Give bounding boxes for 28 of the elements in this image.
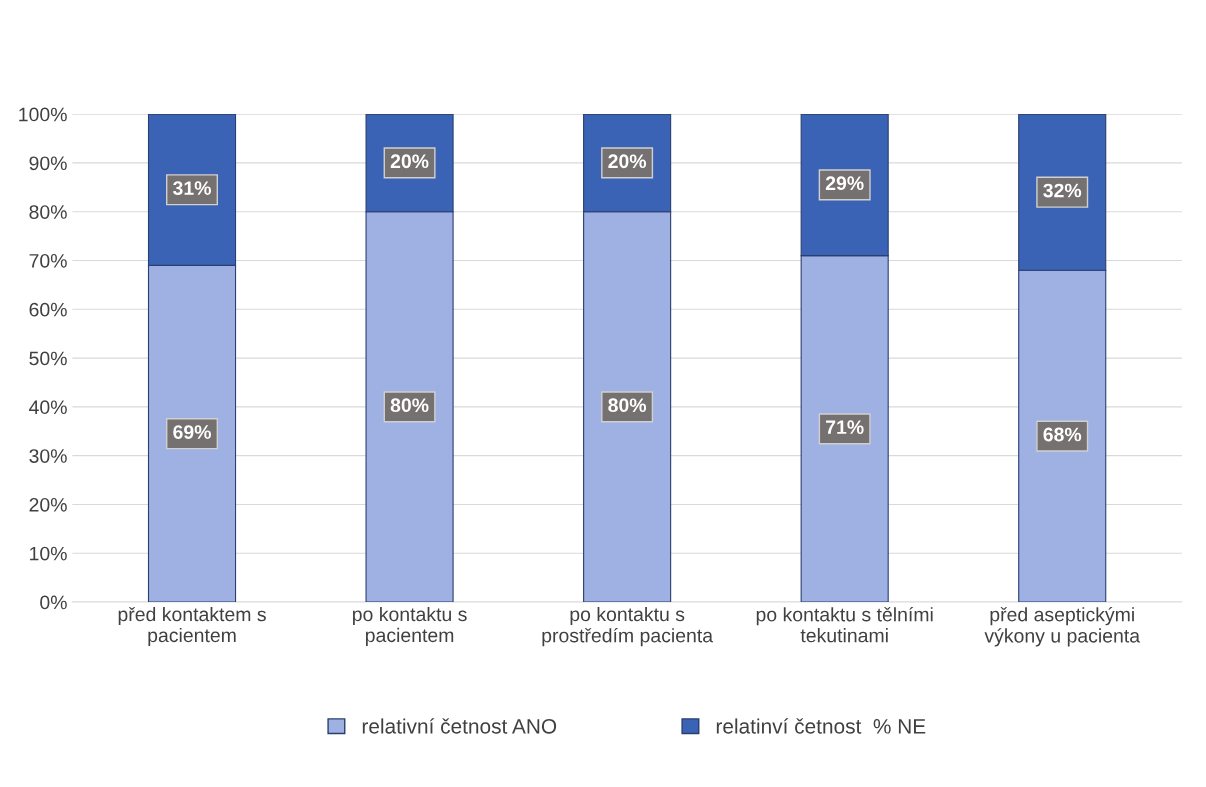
data-label: 80%: [608, 398, 647, 413]
y-tick-label: 40%: [29, 400, 67, 415]
legend-label: relativní četnost ANO: [362, 718, 557, 734]
data-label: 80%: [390, 398, 429, 413]
y-tick-label: 80%: [29, 205, 67, 219]
y-tick-label: 90%: [29, 156, 67, 171]
x-tick-label: před kontaktem s pacientem: [118, 606, 266, 647]
x-tick-label: po kontaktu s prostředím pacienta: [542, 606, 714, 647]
data-label: 68%: [1043, 427, 1082, 442]
y-tick-label: 20%: [29, 497, 67, 512]
data-label: 69%: [173, 425, 211, 439]
x-tick-label: po kontaktu s tělními tekutinami: [756, 606, 933, 643]
data-label: 20%: [390, 154, 429, 169]
x-tick-label: po kontaktu s pacientem: [353, 606, 467, 646]
legend-label: relatinví četnost % NE: [716, 718, 926, 734]
y-tick-label: 100%: [19, 107, 67, 122]
y-tick-label: 50%: [29, 351, 67, 366]
x-tick-label: před aseptickými výkony u pacienta: [984, 606, 1141, 647]
y-tick-label: 70%: [29, 253, 67, 268]
y-tick-label: 30%: [29, 449, 67, 463]
data-label: 71%: [826, 420, 864, 435]
y-tick-label: 60%: [29, 302, 67, 317]
y-tick-label: 10%: [30, 546, 67, 561]
data-label: 20%: [608, 154, 647, 169]
data-label: 29%: [825, 176, 864, 191]
data-label: 31%: [173, 181, 211, 195]
data-label: 32%: [1043, 183, 1082, 198]
y-tick-label: 0%: [40, 595, 67, 610]
